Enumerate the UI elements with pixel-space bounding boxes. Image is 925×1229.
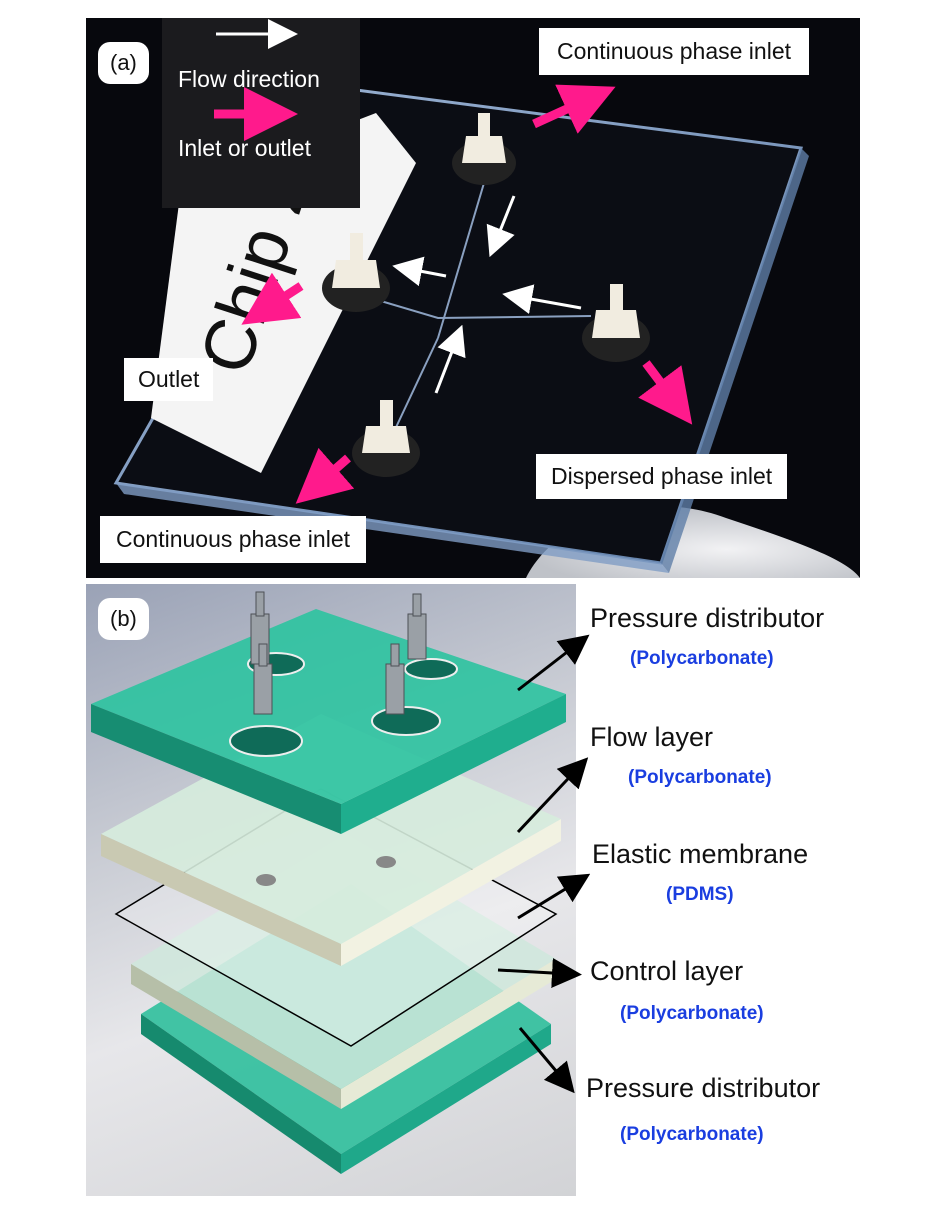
legend-flow-label: Flow direction <box>178 66 320 92</box>
legend-arrows <box>214 19 298 141</box>
panel-b-tag: (b) <box>98 598 149 640</box>
layer-material-4: (Polycarbonate) <box>620 1003 764 1024</box>
layer-name-5: Pressure distributor <box>586 1073 821 1103</box>
port-right <box>582 284 650 362</box>
legend-inlet-label: Inlet or outlet <box>178 135 311 161</box>
layer-name-4: Control layer <box>590 956 744 986</box>
flow-arrows <box>392 195 582 394</box>
label-dispersed: Dispersed phase inlet <box>536 454 788 499</box>
exploded-view-panel: (b) <box>86 584 576 1196</box>
channel-vertical-bottom <box>390 337 439 439</box>
layer-material-2: (Polycarbonate) <box>628 767 772 788</box>
layer-material-3: (PDMS) <box>666 884 734 905</box>
panel-a-tag: (a) <box>98 42 149 84</box>
label-continuous-bottom: Continuous phase inlet <box>100 516 366 563</box>
layer-name-1: Pressure distributor <box>590 603 825 633</box>
port-bottom <box>352 400 420 477</box>
exploded-view-drawing <box>91 591 566 1174</box>
layer-material-5: (Polycarbonate) <box>620 1124 764 1145</box>
chip-photo-panel: Chip 24 <box>86 18 860 578</box>
top-distributor-layer <box>91 609 566 834</box>
label-continuous-top: Continuous phase inlet <box>539 28 809 75</box>
layer-name-3: Elastic membrane <box>592 839 809 869</box>
inlet-outlet-arrows <box>241 84 693 504</box>
fittings <box>250 591 427 715</box>
port-top <box>452 113 516 185</box>
channel-vertical-top <box>437 182 485 339</box>
layer-name-2: Flow layer <box>590 722 714 752</box>
layer-material-1: (Polycarbonate) <box>630 648 774 669</box>
label-outlet: Outlet <box>124 358 214 401</box>
port-left <box>322 233 390 312</box>
